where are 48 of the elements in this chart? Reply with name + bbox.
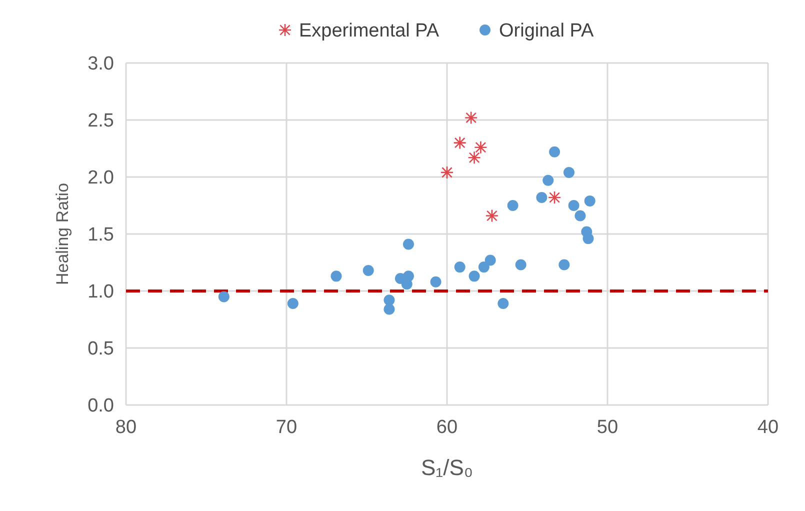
legend-label: Original PA — [499, 20, 594, 42]
point — [548, 190, 562, 204]
y-tick-label: 2.5 — [88, 110, 114, 132]
point — [478, 262, 490, 273]
point — [362, 264, 374, 276]
x-tick-label: 50 — [596, 417, 618, 438]
point — [542, 174, 554, 186]
x-axis-title: S₁/S₀ — [420, 455, 474, 480]
point — [515, 259, 526, 270]
x-tick-label: 40 — [757, 417, 779, 438]
legend-label: Experimental PA — [299, 20, 440, 42]
y-tick-label: 0.0 — [88, 396, 114, 417]
point — [474, 140, 488, 154]
point — [468, 270, 480, 282]
point — [384, 294, 395, 306]
point — [568, 200, 580, 211]
point — [485, 209, 499, 222]
x-tick-label: 60 — [436, 417, 458, 438]
y-tick-label: 1.0 — [88, 282, 114, 303]
point — [549, 146, 560, 158]
point — [484, 254, 496, 266]
point — [464, 111, 478, 124]
y-tick-label: 0.5 — [88, 338, 114, 360]
point — [430, 276, 442, 288]
point — [453, 136, 466, 150]
point — [536, 192, 548, 204]
y-axis-title: Healing Ratio — [53, 182, 72, 286]
point — [558, 259, 570, 270]
point — [563, 166, 574, 178]
x-tick-label: 80 — [115, 417, 137, 438]
y-tick-label: 1.5 — [88, 224, 114, 246]
point — [574, 210, 586, 222]
point — [468, 150, 481, 164]
point — [584, 195, 596, 206]
point — [287, 298, 298, 310]
point — [582, 233, 594, 244]
y-tick-label: 3.0 — [88, 54, 114, 75]
point — [498, 298, 509, 310]
point — [402, 238, 414, 250]
x-tick-label: 70 — [276, 417, 298, 438]
point — [330, 270, 342, 282]
y-tick-label: 2.0 — [88, 168, 114, 189]
point — [218, 291, 230, 302]
point — [384, 304, 395, 315]
point — [454, 262, 466, 273]
point — [440, 166, 454, 180]
point — [402, 270, 414, 282]
point — [507, 200, 518, 211]
